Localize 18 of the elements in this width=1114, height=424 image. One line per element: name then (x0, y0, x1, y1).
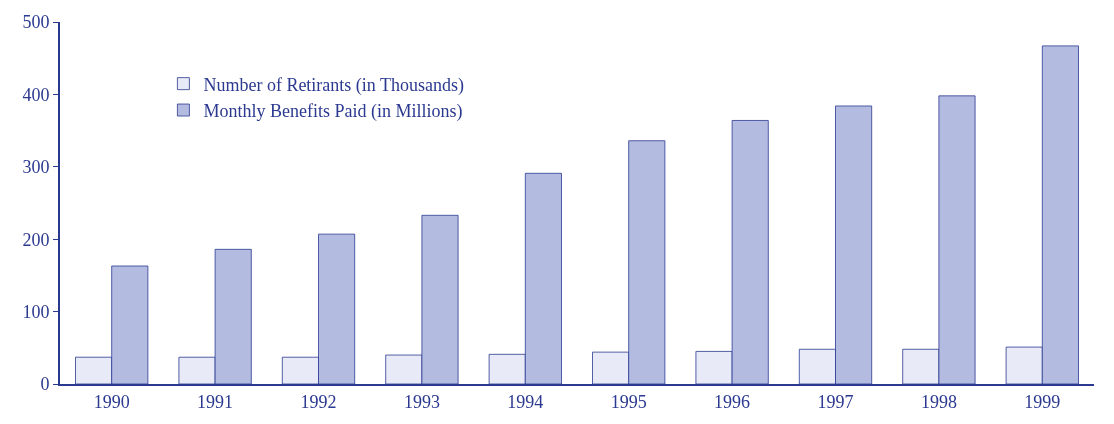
x-tick-label: 1998 (920, 391, 957, 412)
y-tick-label: 200 (22, 229, 50, 250)
y-tick-label: 500 (22, 12, 50, 33)
legend-label: Monthly Benefits Paid (in Millions) (203, 101, 463, 123)
x-tick-label: 1990 (93, 391, 130, 412)
x-tick-label: 1997 (817, 391, 854, 412)
y-tick-label: 300 (22, 157, 50, 178)
x-tick-label: 1993 (403, 391, 440, 412)
legend-label: Number of Retirants (in Thousands) (203, 74, 465, 96)
x-tick-label: 1992 (300, 391, 337, 412)
x-tick-label: 1996 (714, 391, 751, 412)
x-tick-label: 1995 (610, 391, 647, 412)
y-tick-label: 0 (40, 374, 50, 395)
x-tick-label: 1991 (197, 391, 234, 412)
y-tick-label: 400 (22, 84, 50, 105)
x-tick-label: 1994 (507, 391, 544, 412)
y-tick-label: 100 (22, 301, 50, 322)
x-tick-label: 1999 (1024, 391, 1061, 412)
